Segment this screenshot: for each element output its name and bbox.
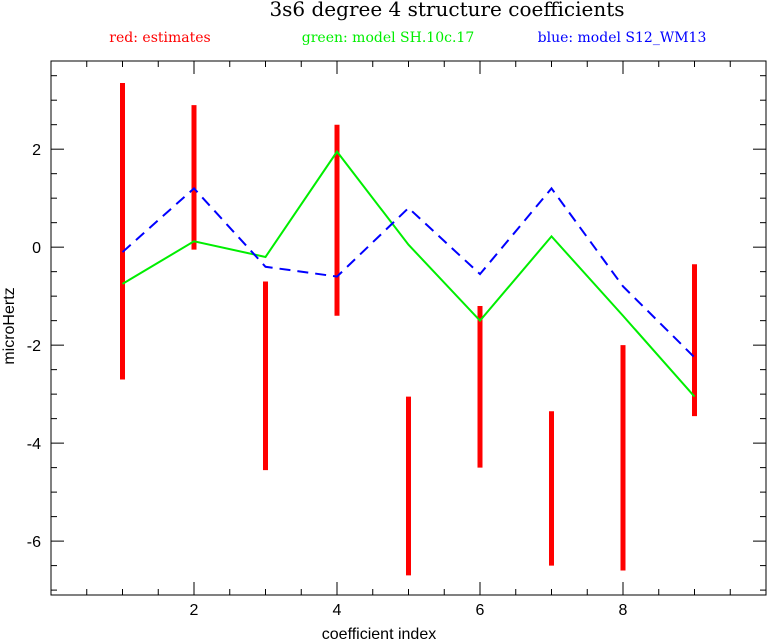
x-tick-label: 8 bbox=[619, 602, 628, 619]
y-tick-label: -6 bbox=[27, 534, 41, 551]
model-lines bbox=[121, 149, 696, 398]
y-axis-label: microHertz bbox=[1, 287, 18, 364]
x-tick-label: 2 bbox=[190, 602, 199, 619]
chart-title: 3s6 degree 4 structure coefficients bbox=[269, 0, 624, 21]
x-axis-label: coefficient index bbox=[322, 626, 436, 641]
x-tick-label: 6 bbox=[476, 602, 485, 619]
y-tick-label: -4 bbox=[27, 436, 41, 453]
y-tick-label: 0 bbox=[32, 240, 41, 257]
series-line-s12wm13 bbox=[121, 186, 696, 359]
x-tick-label: 4 bbox=[333, 602, 342, 619]
y-tick-label: -2 bbox=[27, 338, 41, 355]
legend-model-s12wm13: blue: model S12_WM13 bbox=[538, 30, 707, 46]
y-tick-label: 2 bbox=[32, 142, 41, 159]
estimate-bars bbox=[120, 83, 697, 576]
legend-model-sh10c17: green: model SH.10c.17 bbox=[302, 30, 474, 46]
legend-estimates: red: estimates bbox=[109, 30, 210, 46]
series-line-sh10c17 bbox=[121, 149, 696, 398]
axis-tick-labels: 2 4 6 8 -6 -4 -2 0 2 bbox=[27, 142, 628, 619]
axis-ticks bbox=[51, 61, 766, 595]
